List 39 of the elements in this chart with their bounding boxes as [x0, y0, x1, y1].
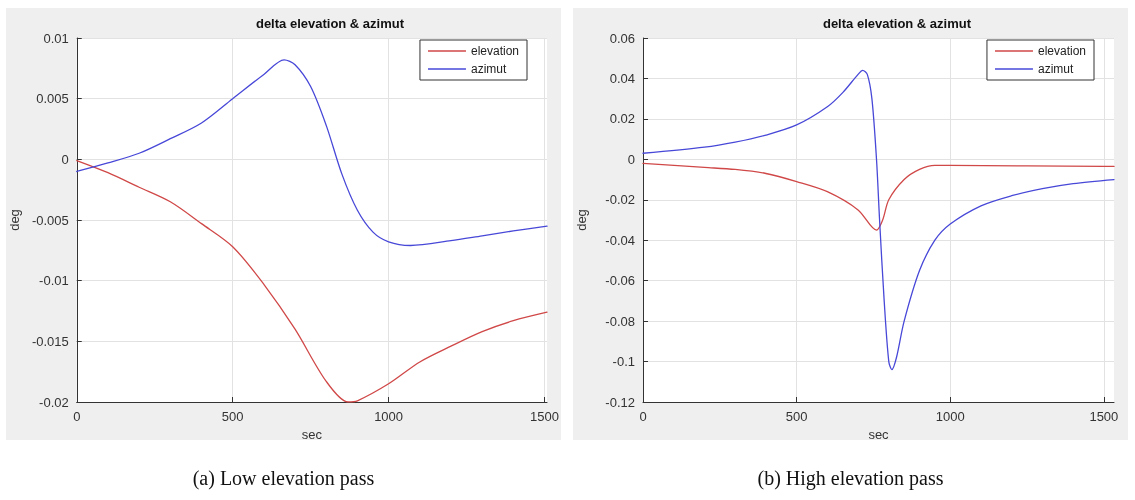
y-tick-label: -0.01 — [39, 273, 69, 289]
y-tick-label: -0.12 — [605, 394, 635, 410]
y-tick-label: -0.1 — [612, 354, 635, 370]
y-axis-title: deg — [574, 209, 589, 231]
x-axis-title: sec — [868, 426, 890, 442]
y-tick-label: 0.02 — [609, 111, 635, 127]
y-axis-title: deg — [7, 209, 22, 231]
y-tick-label: 0.04 — [609, 70, 635, 86]
chart-title: delta elevation & azimut — [255, 16, 405, 31]
x-tick-label: 0 — [73, 409, 81, 424]
x-tick-label: 1500 — [1089, 409, 1119, 424]
x-tick-label: 1500 — [530, 409, 559, 424]
chart-title: delta elevation & azimut — [822, 16, 972, 31]
x-tick-label: 1000 — [935, 409, 965, 424]
legend-label: elevation — [1037, 44, 1087, 58]
x-tick-label: 500 — [221, 409, 244, 424]
y-tick-label: -0.02 — [39, 394, 69, 410]
legend-label: azimut — [470, 62, 507, 76]
y-tick-label: 0.06 — [609, 30, 635, 46]
text: (b) High elevation pass — [757, 467, 944, 490]
y-tick-label: 0 — [627, 151, 635, 167]
line-series — [642, 162, 1115, 231]
line-series — [76, 59, 548, 247]
y-tick-label: -0.04 — [605, 232, 635, 248]
x-axis-title: sec — [301, 426, 323, 442]
x-tick-label: 1000 — [374, 409, 404, 424]
text: (a) Low elevation pass — [192, 467, 375, 490]
y-tick-label: 0.01 — [43, 30, 69, 46]
y-tick-label: -0.005 — [31, 212, 69, 228]
y-tick-label: -0.08 — [605, 313, 635, 329]
y-tick-label: -0.02 — [605, 192, 635, 208]
y-tick-label: -0.06 — [605, 273, 635, 289]
legend-label: azimut — [1037, 62, 1074, 76]
legend-label: elevation — [470, 44, 520, 58]
y-tick-label: 0.005 — [36, 91, 69, 107]
x-tick-label: 500 — [785, 409, 808, 424]
y-tick-label: 0 — [61, 151, 69, 167]
x-tick-label: 0 — [639, 409, 647, 424]
y-tick-label: -0.015 — [31, 333, 69, 349]
